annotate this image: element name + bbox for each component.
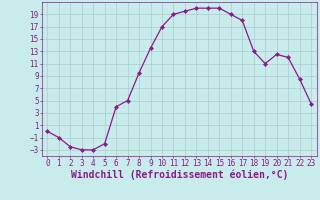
X-axis label: Windchill (Refroidissement éolien,°C): Windchill (Refroidissement éolien,°C) [70,169,288,180]
